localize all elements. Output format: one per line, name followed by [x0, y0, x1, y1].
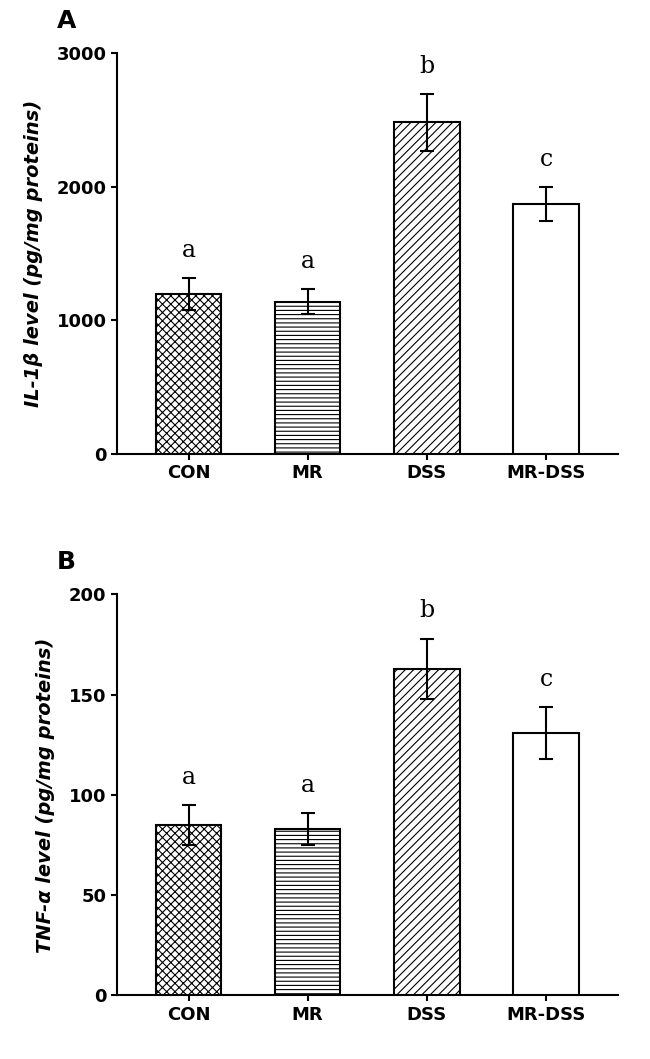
- Bar: [394, 123, 460, 454]
- Bar: [156, 825, 221, 995]
- Bar: [275, 302, 341, 454]
- Bar: [156, 293, 221, 454]
- Text: c: c: [540, 148, 552, 172]
- Text: b: b: [419, 599, 434, 623]
- Text: a: a: [181, 238, 196, 262]
- Bar: [514, 733, 578, 995]
- Text: a: a: [301, 774, 315, 797]
- Text: A: A: [57, 8, 76, 33]
- Bar: [514, 204, 578, 454]
- Text: a: a: [181, 766, 196, 789]
- Text: B: B: [57, 551, 76, 574]
- Bar: [394, 668, 460, 995]
- Text: b: b: [419, 55, 434, 77]
- Y-axis label: TNF-α level (pg/mg proteins): TNF-α level (pg/mg proteins): [36, 638, 55, 952]
- Bar: [275, 829, 341, 995]
- Y-axis label: IL-1β level (pg/mg proteins): IL-1β level (pg/mg proteins): [23, 100, 43, 407]
- Text: c: c: [540, 667, 552, 690]
- Text: a: a: [301, 250, 315, 273]
